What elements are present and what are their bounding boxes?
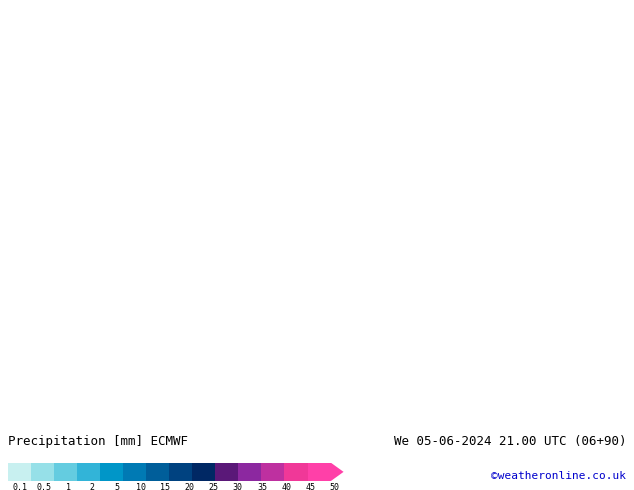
Bar <box>100 463 123 481</box>
Bar <box>146 463 169 481</box>
Bar <box>192 463 216 481</box>
Text: Precipitation [mm] ECMWF: Precipitation [mm] ECMWF <box>8 435 188 448</box>
Bar <box>216 463 238 481</box>
Bar <box>77 463 100 481</box>
Text: 40: 40 <box>281 483 291 490</box>
Bar <box>169 463 192 481</box>
Bar <box>285 463 307 481</box>
Bar <box>307 463 331 481</box>
Text: ©weatheronline.co.uk: ©weatheronline.co.uk <box>491 471 626 481</box>
Bar <box>8 463 30 481</box>
Text: We 05-06-2024 21.00 UTC (06+90): We 05-06-2024 21.00 UTC (06+90) <box>394 435 626 448</box>
Text: 15: 15 <box>160 483 170 490</box>
Text: 5: 5 <box>114 483 119 490</box>
Bar <box>238 463 261 481</box>
Text: 10: 10 <box>136 483 146 490</box>
Text: 0.1: 0.1 <box>12 483 27 490</box>
Bar <box>261 463 285 481</box>
Text: 50: 50 <box>330 483 340 490</box>
Text: 30: 30 <box>233 483 243 490</box>
Text: 1: 1 <box>66 483 70 490</box>
Polygon shape <box>331 463 344 481</box>
Bar <box>54 463 77 481</box>
Text: 0.5: 0.5 <box>36 483 51 490</box>
Text: 2: 2 <box>90 483 95 490</box>
Bar <box>123 463 146 481</box>
Text: 35: 35 <box>257 483 267 490</box>
Text: 45: 45 <box>306 483 316 490</box>
Text: 25: 25 <box>209 483 219 490</box>
Text: 20: 20 <box>184 483 194 490</box>
Bar <box>30 463 54 481</box>
